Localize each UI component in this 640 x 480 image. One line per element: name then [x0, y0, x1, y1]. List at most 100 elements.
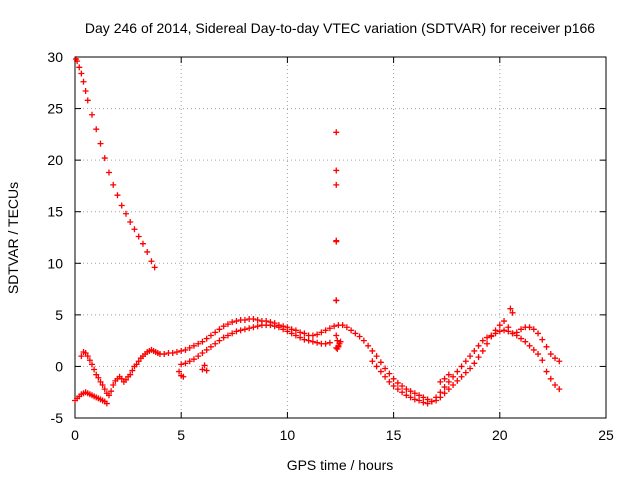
data-point [496, 322, 503, 329]
data-point [450, 373, 457, 380]
data-point [458, 363, 465, 370]
data-point [309, 332, 316, 339]
data-point [333, 129, 340, 136]
data-point [437, 389, 444, 396]
data-point [382, 373, 389, 380]
data-point [212, 340, 219, 347]
data-point [501, 327, 508, 334]
data-point [339, 322, 346, 329]
data-point [110, 181, 117, 188]
x-tick-label: 20 [492, 427, 508, 443]
data-point [441, 390, 448, 397]
data-point [433, 394, 440, 401]
data-point [78, 70, 85, 77]
data-point [326, 325, 333, 332]
data-point [80, 78, 87, 85]
data-point [424, 400, 431, 407]
series-steep-decline [73, 56, 158, 271]
data-point [178, 347, 185, 354]
data-point [556, 386, 563, 393]
data-point [399, 389, 406, 396]
data-point [297, 334, 304, 341]
data-point [522, 338, 529, 345]
data-point [151, 264, 158, 271]
data-point [254, 317, 261, 324]
data-point [420, 394, 427, 401]
x-tick-label: 10 [280, 427, 296, 443]
data-point [454, 377, 461, 384]
data-point [343, 324, 350, 331]
data-point [186, 344, 193, 351]
data-point [518, 326, 525, 333]
data-point [535, 330, 542, 337]
data-point [543, 368, 550, 375]
data-point [399, 383, 406, 390]
data-point [462, 358, 469, 365]
data-point [254, 323, 261, 330]
data-point [86, 357, 93, 364]
data-point [212, 329, 219, 336]
data-point [356, 333, 363, 340]
data-point [233, 328, 240, 335]
data-point [488, 332, 495, 339]
data-point [78, 353, 85, 360]
data-point [135, 358, 142, 365]
data-point [127, 219, 134, 226]
series-scatter-group [176, 332, 452, 385]
data-point [386, 370, 393, 377]
data-point [122, 210, 129, 217]
data-point [507, 305, 514, 312]
data-point [407, 388, 414, 395]
data-point [333, 181, 340, 188]
data-point [297, 329, 304, 336]
data-point [203, 367, 210, 374]
y-tick-label: 30 [47, 49, 63, 65]
data-point [203, 346, 210, 353]
data-point [386, 378, 393, 385]
data-point [471, 347, 478, 354]
data-point [467, 353, 474, 360]
data-point [91, 366, 98, 373]
data-point [411, 396, 418, 403]
data-point [373, 363, 380, 370]
data-point [390, 375, 397, 382]
x-tick-label: 15 [386, 427, 402, 443]
data-point [305, 337, 312, 344]
data-point [333, 297, 340, 304]
data-point [95, 374, 102, 381]
data-point [441, 384, 448, 391]
x-axis-label: GPS time / hours [287, 457, 394, 473]
data-point [539, 336, 546, 343]
data-point [509, 330, 516, 337]
data-point [301, 330, 308, 337]
y-tick-label: 10 [47, 255, 63, 271]
data-point [250, 315, 257, 322]
data-point [513, 332, 520, 339]
x-tick-label: 0 [71, 427, 79, 443]
series-lower-track [178, 322, 563, 407]
data-point [552, 381, 559, 388]
data-point [352, 330, 359, 337]
data-point [416, 397, 423, 404]
data-point [101, 386, 108, 393]
data-point [144, 248, 151, 255]
data-point [190, 342, 197, 349]
data-point [535, 351, 542, 358]
series-main-track [78, 315, 563, 405]
data-point [93, 126, 100, 133]
data-point [139, 240, 146, 247]
data-point [135, 233, 142, 240]
data-point [203, 335, 210, 342]
data-point [445, 378, 452, 385]
data-point [127, 371, 134, 378]
y-tick-label: 0 [55, 358, 63, 374]
y-tick-label: 25 [47, 101, 63, 117]
data-point [492, 330, 499, 337]
data-point [318, 329, 325, 336]
data-point [292, 327, 299, 334]
data-point [241, 326, 248, 333]
x-tick-label: 25 [598, 427, 614, 443]
data-point [333, 238, 340, 245]
data-point [450, 381, 457, 388]
data-point [454, 368, 461, 375]
